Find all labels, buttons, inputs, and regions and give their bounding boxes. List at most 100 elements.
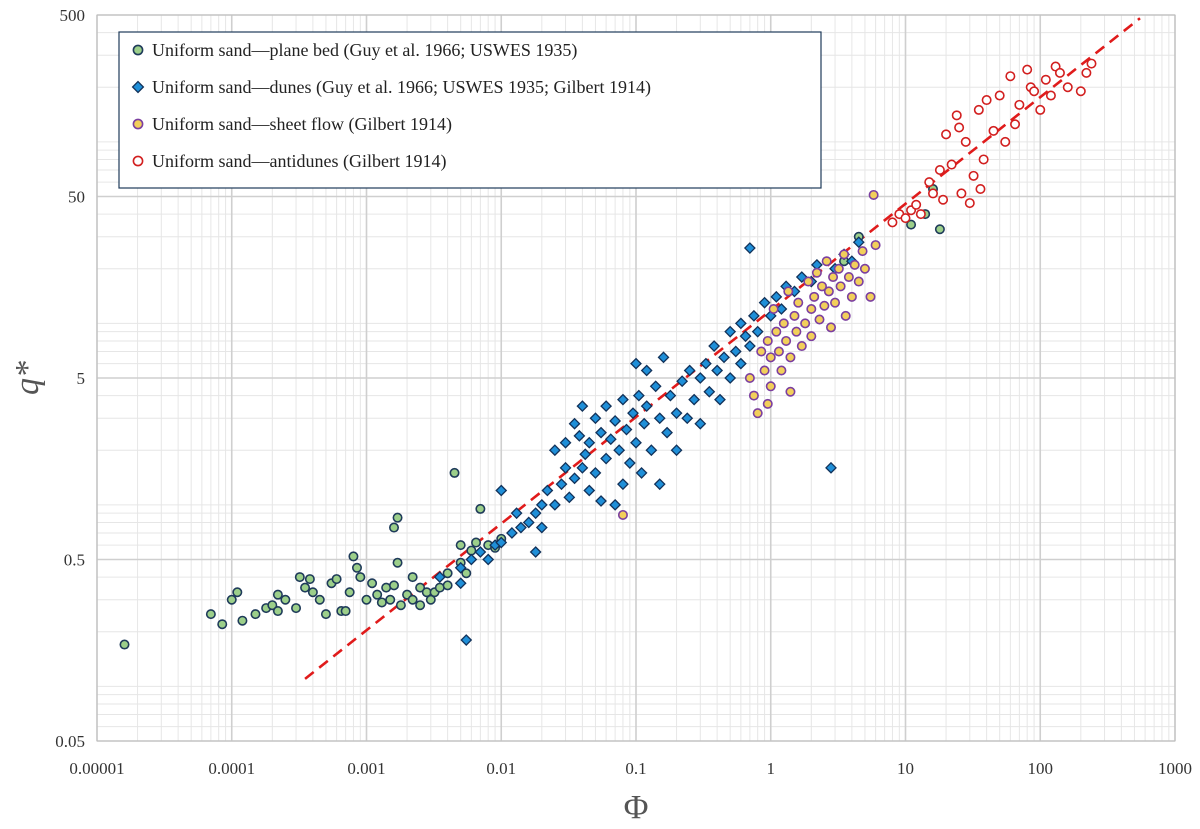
data-point — [724, 372, 737, 384]
data-point — [475, 503, 486, 514]
data-point — [743, 242, 756, 254]
data-point — [806, 303, 817, 314]
data-point — [819, 300, 830, 311]
data-point — [835, 281, 846, 292]
data-point — [482, 553, 495, 566]
data-point — [924, 177, 935, 188]
data-point — [320, 609, 331, 620]
data-point — [868, 189, 879, 200]
data-point — [756, 346, 767, 357]
data-point — [670, 407, 683, 420]
data-point — [821, 256, 832, 267]
data-point — [978, 154, 989, 165]
legend-marker — [132, 118, 144, 130]
data-point — [579, 448, 592, 461]
data-point — [951, 110, 962, 121]
data-point — [535, 498, 548, 511]
series-3-points — [617, 189, 881, 520]
data-point — [589, 466, 602, 479]
data-point — [407, 594, 418, 605]
data-point — [826, 322, 837, 333]
data-point — [1075, 86, 1086, 97]
data-point — [744, 372, 755, 383]
legend-label: Uniform sand—plane bed (Guy et al. 1966;… — [152, 40, 577, 61]
data-point — [205, 609, 216, 620]
series-4-points — [887, 58, 1097, 228]
data-point — [638, 417, 651, 430]
data-point — [649, 380, 662, 393]
data-point — [632, 389, 645, 402]
y-tick-label: 0.05 — [55, 732, 85, 751]
data-point — [714, 393, 726, 406]
data-point — [676, 375, 689, 388]
data-point — [865, 291, 876, 302]
data-point — [853, 276, 864, 287]
data-point — [548, 498, 561, 511]
data-point — [785, 386, 796, 397]
data-point — [1054, 67, 1065, 78]
data-point — [272, 589, 283, 600]
legend-box — [118, 31, 822, 189]
data-point — [640, 364, 653, 377]
data-point — [541, 484, 554, 497]
data-point — [968, 170, 979, 181]
data-point — [267, 600, 278, 611]
data-point — [703, 385, 716, 398]
data-point — [548, 444, 561, 457]
data-point — [825, 461, 837, 474]
data-point — [785, 352, 796, 363]
data-point — [776, 365, 787, 376]
data-point — [791, 326, 802, 337]
data-point — [830, 297, 841, 308]
data-point — [846, 291, 857, 302]
data-point — [739, 330, 752, 343]
data-point — [119, 639, 130, 650]
y-tick-label: 5 — [77, 369, 86, 388]
data-point — [573, 429, 586, 442]
legend-items: Uniform sand—plane bed (Guy et al. 1966;… — [131, 40, 651, 172]
data-point — [762, 398, 773, 409]
legend-marker — [132, 44, 144, 56]
data-point — [683, 364, 696, 377]
data-point — [900, 213, 911, 224]
data-point — [1062, 82, 1073, 93]
data-point — [609, 415, 622, 427]
data-point — [355, 572, 366, 583]
data-point — [747, 309, 760, 322]
data-point — [781, 335, 792, 346]
data-point — [232, 587, 243, 598]
data-point — [699, 357, 712, 370]
data-point — [640, 400, 653, 413]
y-tick-label: 500 — [60, 6, 86, 25]
data-point — [635, 466, 648, 479]
data-point — [331, 574, 342, 585]
data-point — [773, 346, 784, 357]
data-point — [653, 412, 666, 425]
data-point — [600, 400, 613, 413]
data-point — [765, 381, 776, 392]
data-point — [466, 545, 477, 556]
data-point — [941, 129, 952, 140]
data-point — [576, 400, 589, 413]
data-point — [814, 314, 825, 325]
data-point — [307, 587, 318, 598]
data-point — [604, 433, 617, 446]
data-point — [694, 372, 707, 384]
data-point — [1035, 104, 1046, 115]
data-point — [617, 509, 628, 520]
y-tick-label: 50 — [68, 188, 85, 207]
data-point — [823, 286, 834, 297]
data-point — [465, 553, 478, 566]
data-point — [954, 122, 965, 133]
data-point — [461, 568, 472, 579]
data-point — [272, 606, 283, 617]
data-point — [389, 522, 400, 533]
data-point — [729, 345, 742, 358]
data-point — [915, 209, 926, 220]
data-point — [613, 444, 626, 457]
data-point — [630, 436, 642, 449]
data-point — [250, 609, 261, 620]
data-point — [344, 587, 355, 598]
data-point — [454, 577, 467, 590]
data-point — [734, 317, 747, 330]
